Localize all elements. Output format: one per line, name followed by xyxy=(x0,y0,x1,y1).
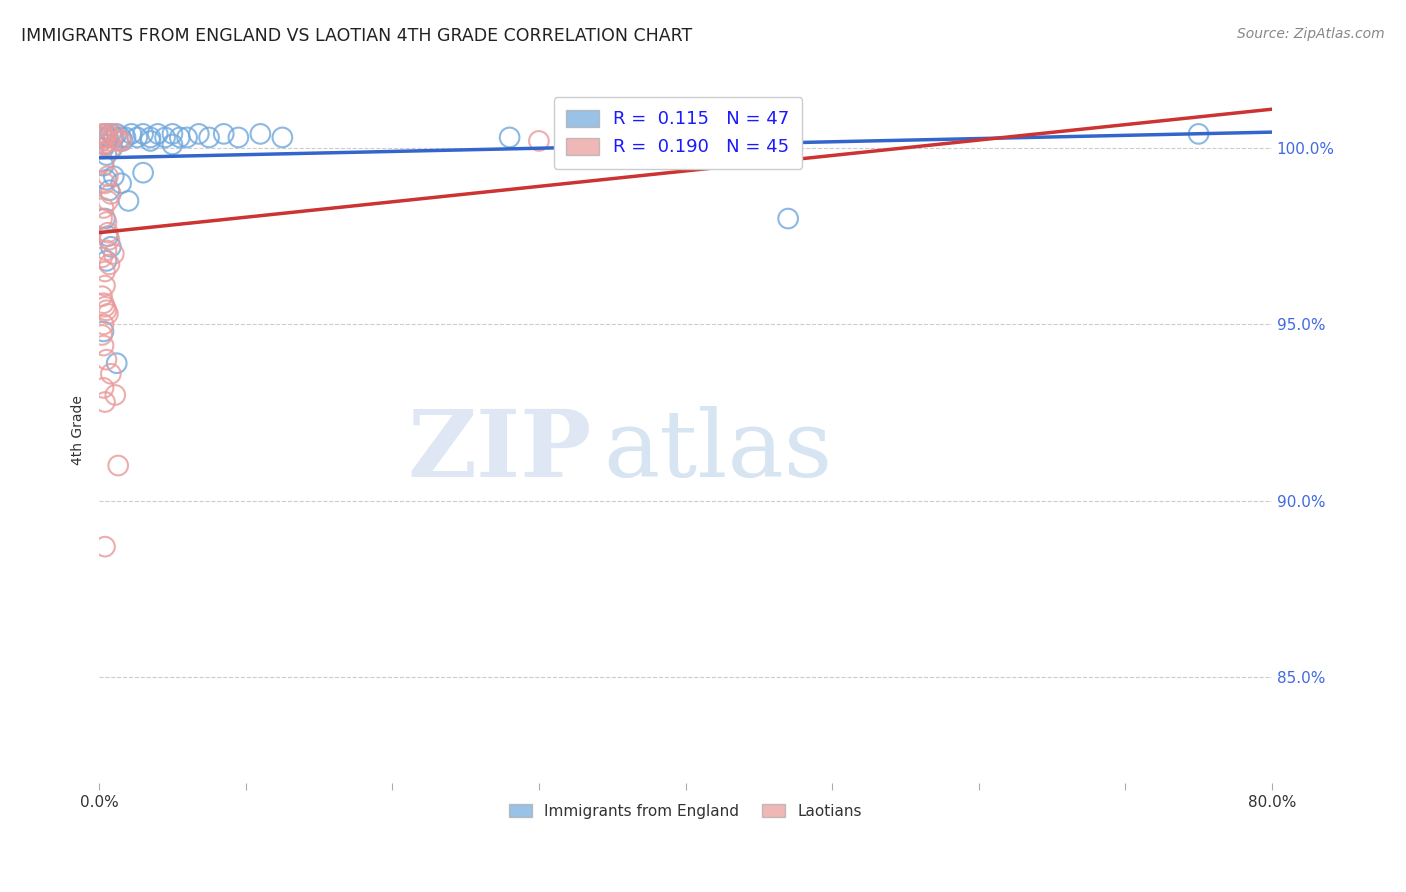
Point xyxy=(96,215,118,229)
Point xyxy=(187,127,209,141)
Point xyxy=(94,176,117,190)
Point xyxy=(103,130,125,145)
Point xyxy=(97,307,120,321)
Point xyxy=(94,127,117,141)
Point xyxy=(94,278,117,293)
Point xyxy=(498,130,520,145)
Point xyxy=(96,173,118,187)
Point xyxy=(94,395,117,409)
Point xyxy=(98,134,121,148)
Point xyxy=(105,127,128,141)
Point xyxy=(572,127,595,141)
Point xyxy=(169,130,191,145)
Point xyxy=(96,148,118,162)
Point xyxy=(139,130,162,145)
Point xyxy=(97,226,120,240)
Point xyxy=(98,257,121,271)
Point xyxy=(93,155,115,169)
Point xyxy=(94,540,117,554)
Point xyxy=(98,233,121,247)
Point xyxy=(96,253,118,268)
Point xyxy=(103,169,125,184)
Point xyxy=(105,356,128,370)
Point xyxy=(100,127,122,141)
Point xyxy=(93,159,115,173)
Point xyxy=(778,211,800,226)
Point xyxy=(114,130,136,145)
Point xyxy=(271,130,294,145)
Point xyxy=(111,134,134,148)
Point xyxy=(97,169,120,184)
Point xyxy=(146,127,169,141)
Point xyxy=(132,166,155,180)
Point xyxy=(93,296,115,310)
Point xyxy=(91,127,114,141)
Point xyxy=(96,127,118,141)
Point xyxy=(100,186,122,201)
Point xyxy=(91,134,114,148)
Point xyxy=(100,367,122,381)
Point xyxy=(93,318,115,332)
Point xyxy=(162,137,184,152)
Point xyxy=(91,251,114,265)
Point xyxy=(93,141,115,155)
Point xyxy=(120,127,142,141)
Point xyxy=(91,289,114,303)
Point xyxy=(93,325,115,339)
Point xyxy=(94,264,117,278)
Point xyxy=(139,134,162,148)
Point xyxy=(117,194,139,208)
Point xyxy=(96,244,118,258)
Point xyxy=(100,240,122,254)
Point xyxy=(110,130,132,145)
Point xyxy=(249,127,271,141)
Point xyxy=(527,134,550,148)
Point xyxy=(96,303,118,318)
Point xyxy=(132,127,155,141)
Point xyxy=(91,328,114,343)
Point xyxy=(153,130,176,145)
Point xyxy=(93,137,115,152)
Point xyxy=(127,130,149,145)
Y-axis label: 4th Grade: 4th Grade xyxy=(72,395,86,465)
Point xyxy=(93,201,115,215)
Point xyxy=(94,211,117,226)
Point xyxy=(97,194,120,208)
Point xyxy=(93,381,115,395)
Point xyxy=(198,130,221,145)
Point xyxy=(110,134,132,148)
Point xyxy=(97,130,120,145)
Text: ZIP: ZIP xyxy=(408,407,592,497)
Point xyxy=(93,338,115,352)
Point xyxy=(101,141,124,155)
Point xyxy=(101,130,124,145)
Point xyxy=(93,130,115,145)
Point xyxy=(110,176,132,190)
Point xyxy=(96,352,118,367)
Legend: Immigrants from England, Laotians: Immigrants from England, Laotians xyxy=(503,797,868,825)
Point xyxy=(104,388,127,402)
Text: IMMIGRANTS FROM ENGLAND VS LAOTIAN 4TH GRADE CORRELATION CHART: IMMIGRANTS FROM ENGLAND VS LAOTIAN 4TH G… xyxy=(21,27,692,45)
Point xyxy=(107,458,129,473)
Text: Source: ZipAtlas.com: Source: ZipAtlas.com xyxy=(1237,27,1385,41)
Point xyxy=(162,127,184,141)
Point xyxy=(600,127,623,141)
Point xyxy=(100,141,122,155)
Point xyxy=(107,134,129,148)
Point xyxy=(176,130,198,145)
Point xyxy=(103,247,125,261)
Point xyxy=(228,130,250,145)
Point xyxy=(91,211,114,226)
Point xyxy=(103,127,125,141)
Point xyxy=(212,127,235,141)
Point xyxy=(1187,127,1209,141)
Point xyxy=(94,137,117,152)
Point xyxy=(97,229,120,244)
Point xyxy=(98,183,121,197)
Point xyxy=(94,130,117,145)
Point xyxy=(94,300,117,314)
Point xyxy=(91,130,114,145)
Text: atlas: atlas xyxy=(603,407,832,497)
